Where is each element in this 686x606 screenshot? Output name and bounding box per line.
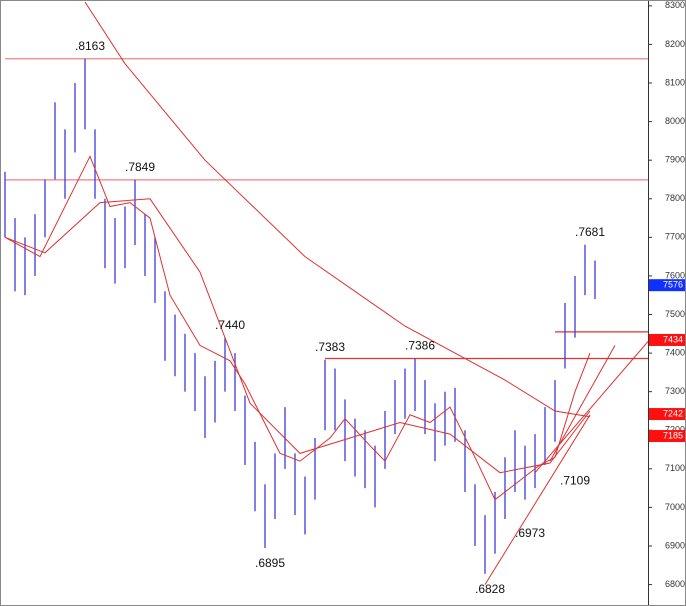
- indicator-line: [484, 414, 591, 585]
- y-tick-label: 7800: [665, 193, 685, 203]
- indicator-line: [84, 1, 591, 418]
- price-annotation: .6895: [255, 556, 285, 570]
- y-tick-label: 6800: [665, 579, 685, 589]
- price-tag-label: 7185: [663, 430, 683, 440]
- y-tick-label: 7300: [665, 386, 685, 396]
- y-tick-label: 7200: [665, 425, 685, 435]
- y-tick-label: 8200: [665, 39, 685, 49]
- price-annotation: .7849: [125, 160, 155, 174]
- y-tick-label: 7100: [665, 463, 685, 473]
- y-tick-label: 7500: [665, 309, 685, 319]
- y-tick-label: 7700: [665, 232, 685, 242]
- price-annotation: .7440: [215, 318, 245, 332]
- y-tick-label: 8100: [665, 77, 685, 87]
- indicator-line: [4, 198, 591, 474]
- price-tag: [649, 408, 685, 421]
- price-annotation: .6973: [515, 526, 545, 540]
- price-annotation: .6828: [475, 582, 505, 596]
- y-tick-label: 8300: [665, 0, 685, 10]
- price-tag: [649, 279, 685, 292]
- plot-area: .8163 .7849 .7440 .7383 .7386 .6895 .6828 .6973…: [4, 1, 648, 596]
- y-tick-label: 7600: [665, 270, 685, 280]
- y-tick-label: 7900: [665, 155, 685, 165]
- y-tick-label: 7000: [665, 502, 685, 512]
- price-tag: [649, 333, 685, 346]
- y-tick-label: 7400: [665, 347, 685, 357]
- price-annotation: .7681: [575, 225, 605, 239]
- y-tick-label: 8000: [665, 116, 685, 126]
- price-tag-label: 7434: [663, 334, 683, 344]
- price-tag-label: 7242: [663, 408, 683, 418]
- price-tag: [649, 430, 685, 443]
- indicator-line: [549, 345, 616, 462]
- price-annotation: .7109: [560, 474, 590, 488]
- y-tick-label: 6900: [665, 540, 685, 550]
- price-annotation: .7383: [315, 340, 345, 354]
- indicator-line: [4, 155, 591, 501]
- price-annotation: .7386: [405, 339, 435, 353]
- price-annotation: .8163: [75, 39, 105, 53]
- price-tag-label: 7576: [663, 280, 683, 290]
- indicator-line: [534, 341, 648, 474]
